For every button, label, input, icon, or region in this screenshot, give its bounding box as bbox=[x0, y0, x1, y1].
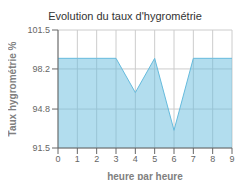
html-text:Evolution du taux d'hygrométri: Evolution du taux d'hygrométrie bbox=[48, 10, 202, 22]
svg-text:7: 7 bbox=[191, 154, 196, 164]
svg-text:1: 1 bbox=[75, 154, 80, 164]
svg-text:8: 8 bbox=[210, 154, 215, 164]
svg-text:98.2: 98.2 bbox=[32, 64, 50, 74]
svg-text:91.5: 91.5 bbox=[32, 143, 50, 153]
svg-text:94.8: 94.8 bbox=[32, 104, 50, 114]
svg-text:Taux hygrométrie %: Taux hygrométrie % bbox=[8, 41, 18, 136]
svg-text:6: 6 bbox=[171, 154, 176, 164]
svg-text:heure par heure: heure par heure bbox=[107, 171, 183, 180]
svg-text:3: 3 bbox=[113, 154, 118, 164]
svg-text:5: 5 bbox=[152, 154, 157, 164]
svg-text:0: 0 bbox=[55, 154, 60, 164]
svg-text:2: 2 bbox=[94, 154, 99, 164]
svg-text:4: 4 bbox=[133, 154, 138, 164]
svg-text:9: 9 bbox=[229, 154, 234, 164]
svg-text:101.5: 101.5 bbox=[27, 25, 50, 35]
